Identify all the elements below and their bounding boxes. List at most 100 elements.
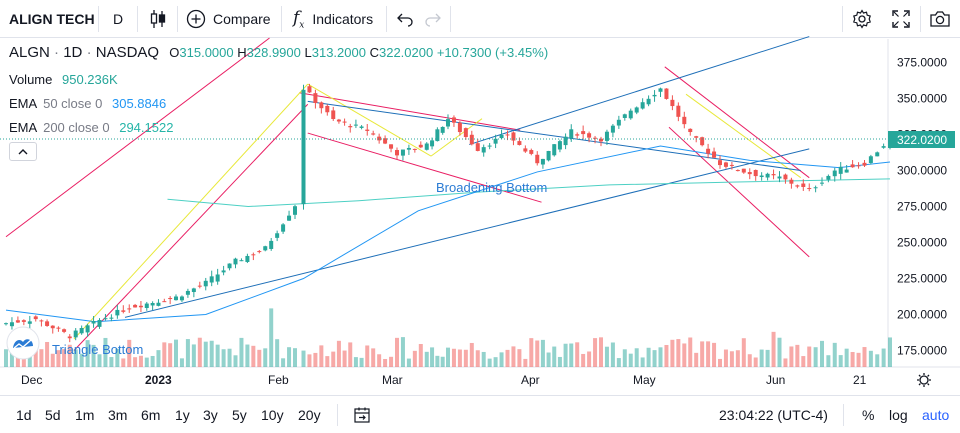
candle-body xyxy=(517,141,522,145)
legend-volume-row[interactable]: Volume 950.236K xyxy=(9,72,118,87)
range-1y-button[interactable]: 1y xyxy=(175,396,190,433)
interval-button[interactable]: D xyxy=(113,0,123,38)
volume-bar xyxy=(365,345,370,367)
range-5d-button[interactable]: 5d xyxy=(45,396,61,433)
range-5y-button[interactable]: 5y xyxy=(232,396,247,433)
volume-bar xyxy=(85,340,90,367)
volume-bar xyxy=(706,341,711,367)
log-scale-toggle[interactable]: log xyxy=(889,396,908,433)
volume-bar xyxy=(162,342,167,367)
volume-bar xyxy=(765,349,770,367)
price-chart[interactable]: Broadening Bottom Triangle Bottom 375.00… xyxy=(0,0,960,395)
candle-body xyxy=(694,136,699,138)
candle-body xyxy=(741,168,746,173)
pattern-line xyxy=(5,37,270,238)
volume-bar xyxy=(826,355,831,367)
volume-label: Volume xyxy=(9,72,53,87)
legend-ema50-row[interactable]: EMA 50 close 0 305.8846 xyxy=(9,96,166,111)
candle-body xyxy=(487,145,492,147)
candle-body xyxy=(862,162,867,166)
candle-body xyxy=(9,322,14,327)
auto-scale-toggle[interactable]: auto xyxy=(922,396,949,433)
divider xyxy=(177,6,178,32)
ema50-params: 50 close 0 xyxy=(43,96,103,111)
fullscreen-button[interactable] xyxy=(891,0,911,38)
volume-bar xyxy=(813,347,818,367)
legend-main-row[interactable]: ALGN · 1D · NASDAQ O315.0000 H328.9900 L… xyxy=(9,44,549,61)
candle-body xyxy=(759,175,764,178)
candle-body xyxy=(700,137,705,146)
goto-date-button[interactable] xyxy=(353,396,371,433)
legend-collapse-button[interactable] xyxy=(9,142,37,161)
percent-scale-toggle[interactable]: % xyxy=(862,396,874,433)
volume-bar xyxy=(868,350,873,367)
price-tick-label: 175.0000 xyxy=(897,344,947,358)
settings-button[interactable] xyxy=(852,0,872,38)
legend-high: 328.9900 xyxy=(246,45,301,60)
undo-button[interactable] xyxy=(396,0,414,38)
candle-body xyxy=(424,143,429,150)
pattern-line xyxy=(73,103,309,351)
symbol-name: ALIGN TECH xyxy=(9,11,95,27)
chart-style-button[interactable] xyxy=(149,0,167,38)
volume-bar xyxy=(622,349,627,367)
candle-body xyxy=(435,129,440,142)
range-6m-button[interactable]: 6m xyxy=(141,396,160,433)
volume-bar xyxy=(718,358,722,367)
time-label-feb: Feb xyxy=(268,373,289,387)
candle-body xyxy=(156,302,161,306)
candle-body xyxy=(97,319,102,327)
volume-bar xyxy=(103,337,108,367)
clock-timezone-button[interactable]: 23:04:22 (UTC-4) xyxy=(719,396,828,433)
volume-bar xyxy=(505,349,510,367)
range-3m-button[interactable]: 3m xyxy=(108,396,127,433)
range-1d-button[interactable]: 1d xyxy=(16,396,32,433)
candle-body xyxy=(753,169,758,177)
candle-body xyxy=(293,206,297,215)
candle-body xyxy=(457,122,462,133)
range-20y-button[interactable]: 20y xyxy=(298,396,321,433)
legend-exchange: NASDAQ xyxy=(95,44,160,61)
candle-body xyxy=(15,320,20,323)
tradingview-logo[interactable] xyxy=(6,326,40,360)
candle-body xyxy=(331,110,336,120)
range-10y-button[interactable]: 10y xyxy=(261,396,284,433)
redo-button[interactable] xyxy=(424,0,442,38)
volume-bar xyxy=(109,357,114,367)
interval-label: D xyxy=(113,11,124,27)
volume-bar xyxy=(628,353,633,367)
candle-body xyxy=(658,88,663,92)
range-label: 5y xyxy=(232,407,247,423)
volume-bar xyxy=(838,355,843,367)
volume-bar xyxy=(389,356,394,367)
compare-button[interactable]: Compare xyxy=(186,0,271,38)
volume-bar xyxy=(457,349,462,367)
range-3y-button[interactable]: 3y xyxy=(203,396,218,433)
price-axis[interactable]: 375.0000350.0000325.0000300.0000275.0000… xyxy=(897,56,947,358)
candle-body xyxy=(801,183,806,187)
candle-body xyxy=(275,233,280,238)
legend-ema200-row[interactable]: EMA 200 close 0 294.1522 xyxy=(9,120,173,135)
candle-body xyxy=(185,290,190,295)
volume-bar xyxy=(281,358,286,367)
volume-bar xyxy=(652,350,657,367)
time-axis[interactable]: Dec 2023 Feb Mar Apr May Jun 21 xyxy=(21,373,867,387)
legend-change: +10.7300 (+3.45%) xyxy=(436,45,549,60)
symbol-search-button[interactable]: ALIGN TECH xyxy=(9,0,95,38)
candle-body xyxy=(634,107,639,113)
volume-bar xyxy=(301,350,306,367)
candle-body xyxy=(575,134,580,136)
candle-body xyxy=(138,305,143,308)
indicators-button[interactable]: fx Indicators xyxy=(293,0,373,38)
candle-body xyxy=(540,158,545,165)
volume-bar xyxy=(875,354,880,367)
volume-bar xyxy=(406,358,411,367)
snapshot-button[interactable] xyxy=(929,0,951,38)
volume-bar xyxy=(197,337,202,367)
volume-bar xyxy=(789,346,794,367)
range-1m-button[interactable]: 1m xyxy=(75,396,94,433)
time-axis-settings-button[interactable] xyxy=(917,373,931,387)
volume-bar xyxy=(412,350,417,367)
candle-body xyxy=(103,318,108,320)
volume-bar xyxy=(221,349,226,367)
